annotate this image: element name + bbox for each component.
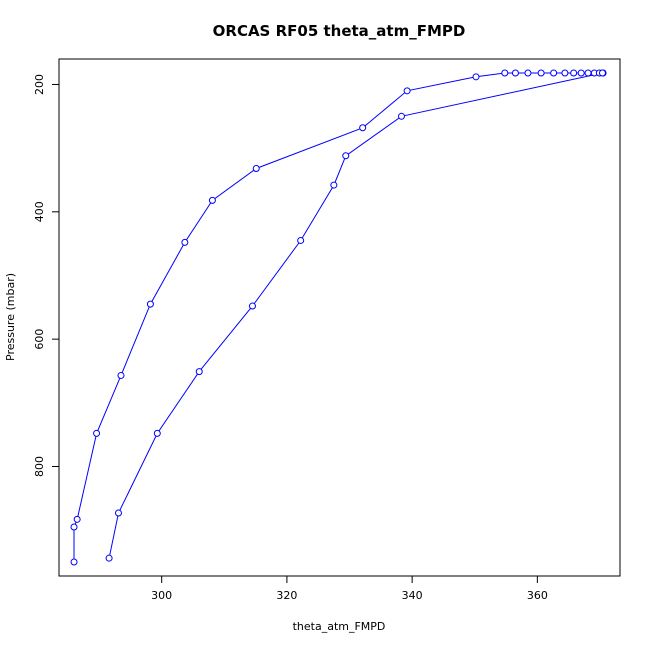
x-tick-label: 340 xyxy=(402,589,423,602)
x-tick-label: 300 xyxy=(151,589,172,602)
data-point xyxy=(524,69,532,77)
x-axis-label: theta_atm_FMPD xyxy=(293,620,386,633)
series-line xyxy=(73,72,604,562)
y-tick-label: 200 xyxy=(33,74,46,95)
data-point xyxy=(561,69,569,77)
y-tick-label: 600 xyxy=(33,329,46,350)
data-point xyxy=(93,429,101,437)
data-point xyxy=(570,69,578,77)
data-point xyxy=(105,554,113,562)
data-point xyxy=(472,73,480,81)
data-point xyxy=(584,69,592,77)
data-point xyxy=(550,69,558,77)
y-axis-label: Pressure (mbar) xyxy=(4,273,17,361)
data-point xyxy=(70,523,78,531)
data-point xyxy=(248,302,256,310)
data-point xyxy=(342,152,350,160)
data-point xyxy=(501,69,509,77)
data-point xyxy=(403,87,411,95)
data-point xyxy=(598,69,606,77)
data-point xyxy=(252,165,260,173)
data-point xyxy=(208,196,216,204)
y-tick-label: 800 xyxy=(33,456,46,477)
data-point xyxy=(397,112,405,120)
data-point xyxy=(195,368,203,376)
data-point xyxy=(537,69,545,77)
data-point xyxy=(359,124,367,132)
x-tick-label: 360 xyxy=(527,589,548,602)
chart-title: ORCAS RF05 theta_atm_FMPD xyxy=(213,22,466,40)
series xyxy=(70,69,607,566)
data-point xyxy=(114,509,122,517)
data-point xyxy=(511,69,519,77)
data-point xyxy=(153,429,161,437)
data-point xyxy=(70,558,78,566)
data-point xyxy=(117,371,125,379)
data-point xyxy=(297,236,305,244)
plot-area: 300 320 340 360 200 400 600 800 xyxy=(33,58,621,602)
data-point xyxy=(330,181,338,189)
data-point xyxy=(181,238,189,246)
y-tick-label: 400 xyxy=(33,201,46,222)
data-point xyxy=(73,515,81,523)
data-point xyxy=(577,69,585,77)
x-axis: 300 320 340 360 xyxy=(151,575,548,602)
data-point xyxy=(146,300,154,308)
y-axis: 200 400 600 800 xyxy=(33,74,60,477)
x-tick-label: 320 xyxy=(276,589,297,602)
